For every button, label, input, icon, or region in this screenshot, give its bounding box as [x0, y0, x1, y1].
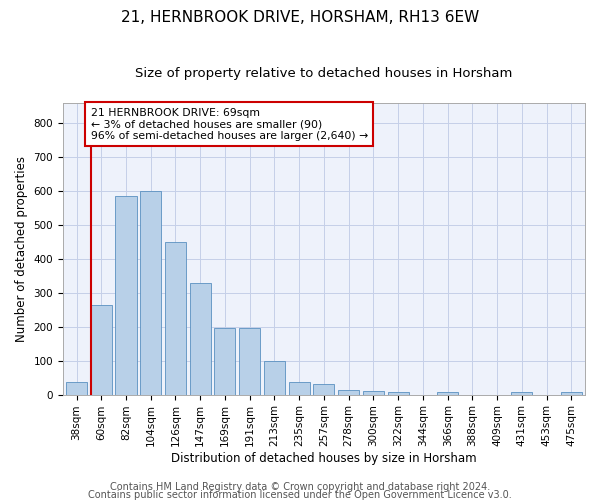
Bar [313, 384, 334, 394]
Bar [511, 392, 532, 394]
Text: 21, HERNBROOK DRIVE, HORSHAM, RH13 6EW: 21, HERNBROOK DRIVE, HORSHAM, RH13 6EW [121, 10, 479, 25]
Bar [289, 382, 310, 394]
Text: Contains HM Land Registry data © Crown copyright and database right 2024.: Contains HM Land Registry data © Crown c… [110, 482, 490, 492]
Bar [437, 392, 458, 394]
Text: 21 HERNBROOK DRIVE: 69sqm
← 3% of detached houses are smaller (90)
96% of semi-d: 21 HERNBROOK DRIVE: 69sqm ← 3% of detach… [91, 108, 368, 141]
Bar [66, 382, 87, 394]
Bar [338, 390, 359, 394]
Bar [264, 360, 285, 394]
X-axis label: Distribution of detached houses by size in Horsham: Distribution of detached houses by size … [171, 452, 477, 465]
Bar [239, 328, 260, 394]
Bar [388, 392, 409, 394]
Bar [165, 242, 186, 394]
Bar [214, 328, 235, 394]
Title: Size of property relative to detached houses in Horsham: Size of property relative to detached ho… [135, 68, 512, 80]
Bar [91, 304, 112, 394]
Y-axis label: Number of detached properties: Number of detached properties [15, 156, 28, 342]
Text: Contains public sector information licensed under the Open Government Licence v3: Contains public sector information licen… [88, 490, 512, 500]
Bar [561, 392, 582, 394]
Bar [140, 191, 161, 394]
Bar [190, 283, 211, 395]
Bar [363, 390, 384, 394]
Bar [115, 196, 137, 394]
